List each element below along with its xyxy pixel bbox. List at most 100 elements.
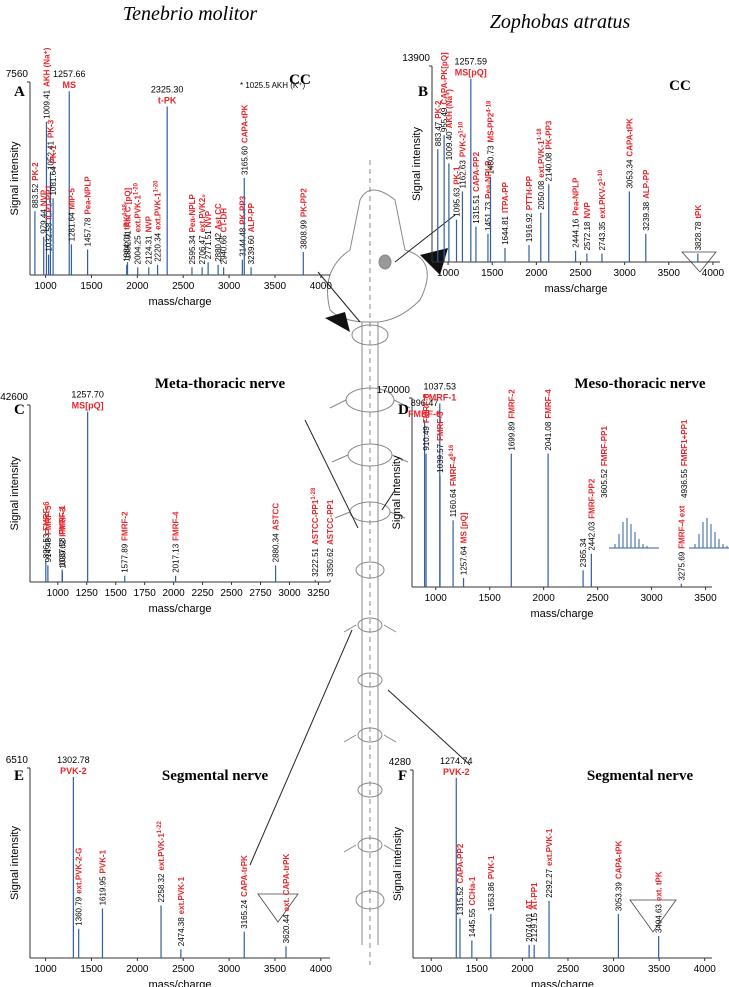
x-axis-label: mass/charge <box>531 608 594 620</box>
inset-envelope <box>689 518 729 549</box>
peak-name-label: MS [pQ] <box>460 512 469 543</box>
peak-label: 1039.62 FMRF-3 <box>58 507 67 569</box>
peak-name-label: ALP-PP <box>642 169 651 199</box>
panel-title: Meso-thoracic nerve <box>574 376 706 392</box>
peak-name-label: ext.PVK-1 <box>537 140 546 178</box>
x-tick-label: 3500 <box>648 964 671 975</box>
peak-label: 2442.03 FMRF-PP2 <box>587 478 596 550</box>
peak-mass-label: 3620.44 <box>282 914 291 943</box>
panel-title: Segmental nerve <box>162 768 269 784</box>
peak-name-label: PK-3 <box>46 119 55 138</box>
y-axis-label: Signal intensity <box>9 456 21 530</box>
peak-name-label: tPK <box>123 216 132 230</box>
peak-mass-label: 2365.34 <box>579 538 588 567</box>
peak-name-label: CAPA-tPK <box>614 840 623 879</box>
peak-name-sup: 1-22 <box>157 821 163 834</box>
peak-name-label: AT <box>525 900 534 910</box>
x-tick-label: 3000 <box>278 588 301 599</box>
peak-name-label: Pea-NPLP <box>572 177 581 216</box>
peak-label: 2771.51 NVP <box>204 210 213 259</box>
peak-name-label: MS-PP2 <box>487 112 496 142</box>
peak-mass-label: 1052.41 <box>46 140 55 169</box>
peak-label: 1032.58 ILP1-PP1 <box>45 184 54 251</box>
peak-name-label: PVK-2 <box>458 133 467 157</box>
y-tick-label: 170000 <box>377 385 411 396</box>
peak-name-label: PK-2 <box>31 162 40 181</box>
panel-title: CC <box>669 78 691 94</box>
peak-mass-label: 2880.34 <box>272 533 281 562</box>
peak-label: 1457.78 Pea-NPLP <box>84 176 93 247</box>
peak-name-label: AKH (Na⁺) <box>445 89 454 129</box>
peak-label: 896.53 FMRF-6 <box>42 501 51 558</box>
peak-name-label: CAPA-tPK <box>625 118 634 157</box>
x-tick-label: 3500 <box>658 268 681 279</box>
peak-label: 3053.39 CAPA-tPK <box>614 840 623 911</box>
x-tick-label: 4000 <box>702 268 725 279</box>
peak-mass-label: 1480.73 <box>487 145 496 174</box>
peak-mass-label: 1039.57 <box>436 443 445 472</box>
peak-name-label: FMRF-2 <box>507 389 516 419</box>
peak-label: 1445.55 CCHa-1 <box>468 876 477 937</box>
peak-mass-label: 1916.92 <box>525 213 534 242</box>
peak-label: 1052.41 PK-3 <box>46 119 55 170</box>
peak-name-label: NVP <box>583 202 592 219</box>
peak-name-label: ext.PKV-2 <box>598 181 607 218</box>
x-tick-label: 2000 <box>126 281 149 292</box>
peak-label: 3828.78 tPK <box>694 205 703 251</box>
peak-label: 3494.63 ext. tPK <box>655 871 664 933</box>
x-axis-label: mass/charge <box>149 979 212 987</box>
peak-mass-label: 1032.58 <box>45 222 54 251</box>
peak-name-label: ext.PVK-1 <box>154 192 163 230</box>
peak-label: 2129.15 AT-PP1 <box>530 882 539 942</box>
peak-name-label: FMRF-5 <box>422 393 431 423</box>
peak-mass-label: 1095.63 <box>453 187 462 216</box>
peak-name-label: ALP-PP <box>247 202 256 232</box>
peak-mass-label: 896.47 <box>411 398 439 408</box>
peak-label: 1916.92 PTTH-PP <box>525 175 534 242</box>
peak-mass-label: 1315.51 <box>472 194 481 223</box>
peak-mass-label: 883.52 <box>31 183 40 208</box>
x-tick-label: 2000 <box>163 588 186 599</box>
x-tick-label: 4000 <box>310 964 333 975</box>
peak-mass-label: 1257.59 <box>455 57 488 67</box>
peak-label: 3275.69 FMRF-4 ext <box>677 505 686 580</box>
peak-name-label: ext. tPK <box>655 871 664 901</box>
peak-label: 3239.60 ALP-PP <box>247 202 256 264</box>
x-tick-label: 4000 <box>694 964 717 975</box>
peak-name-label: ILP1-PP1 <box>45 184 54 219</box>
peak-mass-label: 1257.70 <box>71 390 104 400</box>
peak-label: 3222.51 ASTCC-PP11-28 <box>311 487 320 577</box>
y-axis-label: Signal intensity <box>9 141 21 215</box>
peak-name-label: PVK-1 <box>487 855 496 879</box>
x-tick-label: 2000 <box>533 593 556 604</box>
inset-envelope <box>609 518 659 549</box>
peak-name-label: Pea-NPLP <box>484 160 493 199</box>
peak-label: 1884.01 tPK4-18 <box>123 203 132 261</box>
peak-label: 2940.66 CT-DH <box>220 208 229 265</box>
peak-mass-label: 2880.42 <box>214 232 223 261</box>
peak-mass-label: 1257.64 <box>460 546 469 575</box>
peak-name-label: CAPA-trPK <box>240 855 249 897</box>
peak-mass-label: 2050.08 <box>537 180 546 209</box>
x-tick-label: 2000 <box>525 268 548 279</box>
peak-name-label: ASTCC-PP1 <box>311 499 320 545</box>
x-tick-label: 2500 <box>557 964 580 975</box>
peak-name-label: ext. CAPA-trPK <box>282 854 291 912</box>
x-tick-label: 1500 <box>479 593 502 604</box>
peak-name-label: FMRF-4 <box>172 511 181 541</box>
peak-name-label: PK-1 <box>453 166 462 185</box>
peak-mass-label: 3144.48 <box>238 227 247 256</box>
peak-mass-label: 2325.30 <box>151 85 184 95</box>
peak-mass-label: 1457.78 <box>84 217 93 246</box>
x-tick-label: 1000 <box>34 964 57 975</box>
peak-name-label: FMRF-3 <box>436 411 445 441</box>
peak-mass-label: 3828.78 <box>694 221 703 250</box>
x-tick-label: 2000 <box>511 964 534 975</box>
peak-name-label: Pea-NPLP <box>188 194 197 233</box>
peak-mass-label: 1037.58 <box>58 537 67 566</box>
peak-mass-label: 1653.86 <box>487 882 496 911</box>
peak-mass-label: 3165.24 <box>240 899 249 928</box>
peak-mass-label: 2140.08 <box>545 152 554 181</box>
peak-name-label: FMRF-3 <box>58 507 67 537</box>
